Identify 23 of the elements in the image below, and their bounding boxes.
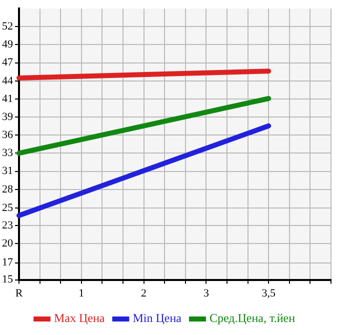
x-tick-label: 1 bbox=[78, 287, 84, 300]
y-tick-label: 15 bbox=[2, 274, 14, 286]
y-tick-label: 33 bbox=[2, 147, 14, 160]
x-tick-label: 2 bbox=[141, 287, 147, 300]
y-tick-label: 28 bbox=[2, 183, 14, 196]
legend-label: Min Цена bbox=[132, 311, 182, 326]
y-tick-label: 36 bbox=[2, 129, 14, 142]
y-tick-label: 25 bbox=[2, 202, 14, 214]
y-tick-label: 49 bbox=[2, 38, 14, 51]
y-tick-label: 23 bbox=[2, 219, 14, 232]
x-tick-label: R bbox=[15, 287, 24, 300]
y-tick-label: 52 bbox=[2, 20, 13, 33]
y-tick-label: 31 bbox=[2, 165, 13, 178]
legend-label: Max Цена bbox=[54, 311, 106, 326]
y-tick-label: 20 bbox=[2, 238, 14, 250]
y-tick-label: 44 bbox=[2, 74, 14, 87]
x-tick-label: 3,5 bbox=[262, 287, 276, 300]
y-tick-label: 17 bbox=[2, 256, 14, 269]
y-tick-label: 39 bbox=[2, 110, 14, 123]
x-tick-label: 3 bbox=[203, 287, 210, 300]
y-tick-label: 47 bbox=[2, 56, 14, 69]
y-tick-label: 41 bbox=[2, 92, 13, 105]
legend-label: Сред.Цена, т.йен bbox=[209, 311, 296, 326]
